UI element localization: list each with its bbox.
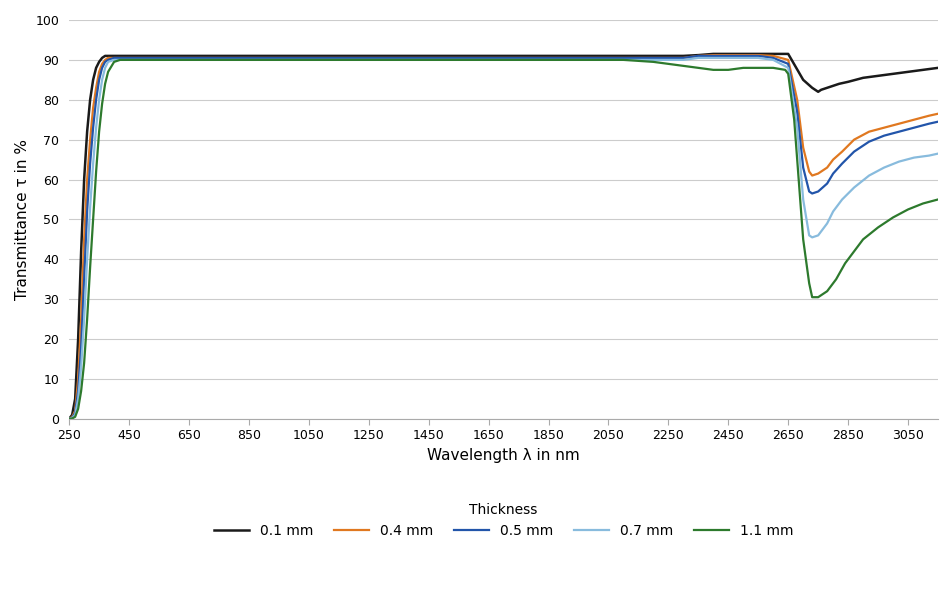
0.1 mm [467, 52, 479, 59]
0.5 mm [64, 415, 75, 422]
0.5 mm [931, 118, 942, 125]
0.1 mm [138, 52, 149, 59]
1.1 mm [737, 64, 748, 71]
0.1 mm [931, 64, 942, 71]
0.7 mm [692, 54, 704, 61]
Line: 0.7 mm: 0.7 mm [69, 58, 937, 419]
0.4 mm [706, 52, 718, 59]
0.5 mm [805, 190, 817, 197]
0.1 mm [706, 50, 718, 58]
0.5 mm [109, 54, 120, 61]
0.7 mm [931, 150, 942, 157]
1.1 mm [64, 415, 75, 422]
0.7 mm [737, 54, 748, 61]
Line: 0.1 mm: 0.1 mm [69, 54, 937, 419]
0.4 mm [805, 172, 817, 179]
1.1 mm [803, 280, 814, 287]
1.1 mm [109, 58, 120, 65]
0.4 mm [677, 54, 688, 61]
0.4 mm [737, 52, 748, 59]
0.1 mm [886, 70, 898, 77]
1.1 mm [931, 196, 942, 203]
0.7 mm [677, 56, 688, 64]
0.7 mm [706, 54, 718, 61]
0.7 mm [109, 56, 120, 64]
Line: 0.5 mm: 0.5 mm [69, 56, 937, 419]
0.1 mm [75, 248, 87, 255]
0.4 mm [863, 128, 874, 135]
Line: 0.4 mm: 0.4 mm [69, 55, 937, 419]
0.1 mm [692, 52, 704, 59]
0.7 mm [805, 234, 817, 241]
0.5 mm [692, 52, 704, 59]
0.1 mm [64, 415, 75, 422]
0.4 mm [931, 110, 942, 118]
0.5 mm [706, 52, 718, 59]
Line: 1.1 mm: 1.1 mm [69, 60, 937, 419]
1.1 mm [857, 236, 868, 243]
0.4 mm [109, 54, 120, 61]
Legend: 0.1 mm, 0.4 mm, 0.5 mm, 0.7 mm, 1.1 mm: 0.1 mm, 0.4 mm, 0.5 mm, 0.7 mm, 1.1 mm [208, 497, 798, 544]
Y-axis label: Transmittance τ in %: Transmittance τ in % [15, 139, 30, 300]
0.4 mm [692, 52, 704, 59]
1.1 mm [114, 56, 126, 64]
X-axis label: Wavelength λ in nm: Wavelength λ in nm [426, 448, 580, 463]
1.1 mm [706, 66, 718, 73]
0.5 mm [737, 52, 748, 59]
0.7 mm [64, 415, 75, 422]
1.1 mm [692, 64, 704, 71]
0.4 mm [64, 415, 75, 422]
0.7 mm [863, 172, 874, 179]
0.1 mm [737, 50, 748, 58]
0.5 mm [863, 138, 874, 145]
0.5 mm [677, 54, 688, 61]
